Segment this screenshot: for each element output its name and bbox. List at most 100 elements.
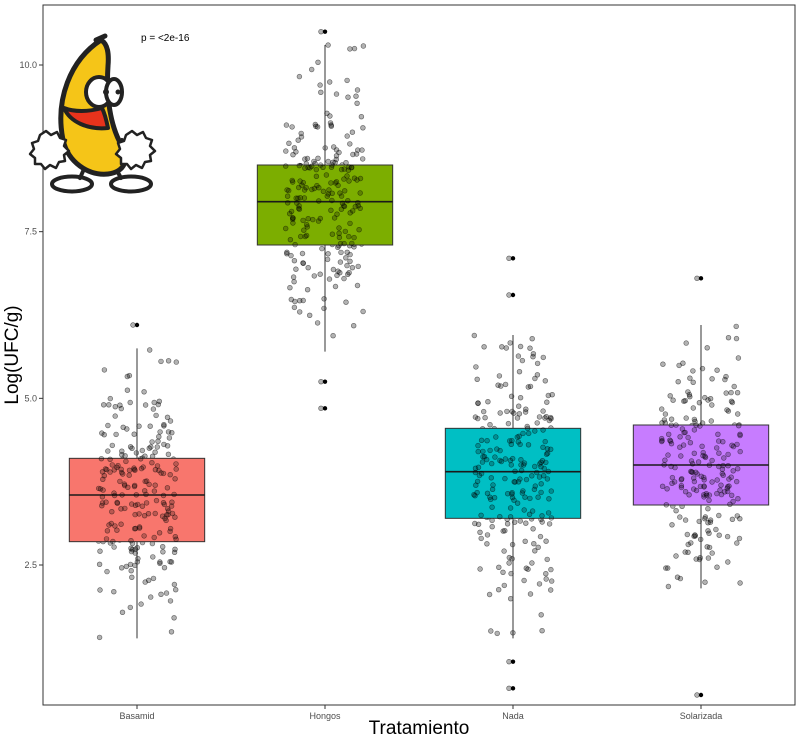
jitter-point	[141, 389, 147, 395]
jitter-point	[706, 497, 712, 503]
jitter-point	[691, 450, 697, 456]
jitter-point	[114, 464, 120, 470]
jitter-point	[489, 504, 495, 510]
jitter-point	[517, 441, 523, 448]
jitter-point	[721, 455, 727, 461]
jitter-point	[104, 528, 111, 534]
jitter-point	[139, 447, 146, 454]
jitter-point	[713, 445, 720, 451]
jitter-point	[311, 273, 317, 279]
jitter-point	[172, 533, 179, 540]
jitter-point	[118, 466, 124, 472]
jitter-point	[296, 73, 303, 80]
jitter-point	[141, 533, 147, 539]
jitter-point	[117, 478, 123, 485]
jitter-point	[735, 423, 742, 429]
jitter-point	[709, 479, 715, 485]
jitter-point	[672, 464, 678, 471]
jitter-point	[496, 564, 502, 570]
jitter-point	[693, 487, 700, 494]
jitter-point	[537, 533, 544, 540]
jitter-point	[545, 392, 551, 399]
jitter-point	[475, 464, 482, 470]
jitter-point	[735, 496, 741, 502]
jitter-point	[166, 435, 173, 441]
jitter-point	[107, 456, 113, 462]
jitter-point	[546, 521, 553, 527]
jitter-point	[673, 553, 679, 559]
jitter-point	[341, 203, 347, 209]
jitter-point	[547, 587, 554, 593]
jitter-point	[522, 409, 529, 415]
jitter-point	[669, 474, 676, 481]
jitter-point	[706, 544, 713, 551]
jitter-point	[304, 287, 311, 293]
jitter-point	[500, 569, 506, 575]
jitter-point	[506, 658, 512, 665]
jitter-point	[354, 87, 361, 93]
jitter-point	[539, 519, 545, 525]
jitter-point	[733, 478, 740, 485]
jitter-point	[327, 120, 334, 126]
jitter-point	[665, 452, 671, 458]
jitter-point	[673, 508, 679, 514]
jitter-point	[155, 438, 161, 444]
jitter-point	[121, 481, 128, 487]
jitter-point	[99, 494, 106, 500]
jitter-point	[330, 333, 336, 339]
jitter-point	[325, 191, 331, 197]
jitter-point	[725, 559, 731, 565]
jitter-point	[725, 463, 731, 469]
jitter-point	[549, 392, 555, 398]
jitter-point	[521, 507, 527, 513]
jitter-point	[126, 467, 133, 473]
jitter-point	[96, 561, 103, 567]
jitter-point	[729, 516, 736, 522]
jitter-point	[540, 408, 546, 414]
jitter-point	[344, 262, 350, 269]
jitter-point	[296, 206, 303, 212]
jitter-point	[489, 523, 495, 530]
jitter-point	[500, 528, 506, 534]
y-tick-label: 10.0	[19, 60, 37, 70]
jitter-point	[153, 497, 160, 504]
jitter-point	[677, 575, 684, 582]
jitter-point	[694, 471, 700, 477]
jitter-point	[487, 422, 493, 428]
jitter-point	[150, 575, 157, 582]
jitter-point	[329, 162, 335, 168]
jitter-point	[101, 367, 108, 373]
jitter-point	[730, 468, 736, 474]
jitter-point	[325, 42, 331, 48]
jitter-point	[132, 511, 138, 518]
jitter-point	[718, 482, 724, 488]
jitter-point	[131, 431, 137, 437]
jitter-point	[475, 442, 481, 449]
jitter-point	[347, 220, 353, 227]
jitter-point	[682, 549, 688, 555]
jitter-point	[683, 415, 689, 421]
jitter-point	[691, 416, 698, 423]
jitter-point	[139, 503, 146, 509]
jitter-point	[733, 323, 739, 330]
jitter-point	[98, 456, 105, 462]
jitter-point	[707, 396, 714, 402]
x-axis-title: Tratamiento	[369, 718, 470, 738]
x-tick-label: Solarizada	[680, 711, 723, 721]
jitter-point	[498, 383, 504, 389]
jitter-point	[686, 392, 693, 398]
jitter-point	[536, 581, 543, 587]
jitter-point	[501, 582, 507, 589]
jitter-point	[668, 463, 674, 470]
jitter-point	[485, 399, 491, 405]
jitter-point	[318, 28, 324, 35]
jitter-point	[501, 548, 507, 554]
jitter-point	[478, 437, 485, 443]
jitter-point	[145, 511, 152, 517]
jitter-point	[724, 533, 731, 540]
jitter-point	[151, 488, 158, 494]
jitter-point	[99, 469, 106, 475]
jitter-point	[736, 535, 743, 542]
jitter-point	[696, 518, 702, 525]
jitter-point	[349, 164, 355, 171]
